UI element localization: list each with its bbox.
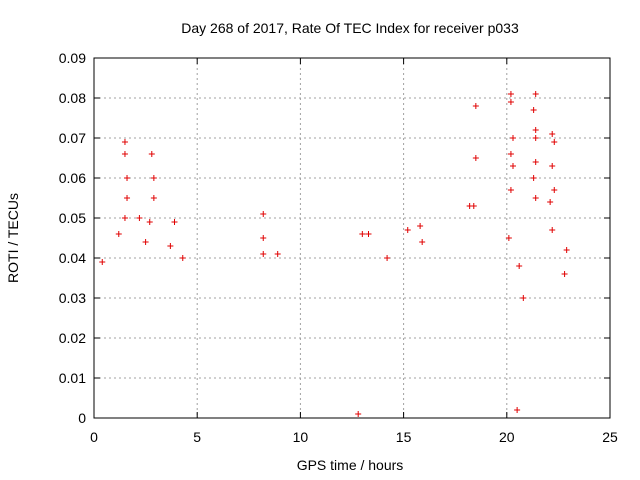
data-point — [384, 255, 391, 261]
x-tick-label: 5 — [193, 429, 201, 445]
data-point — [260, 251, 267, 257]
y-tick-label: 0.08 — [59, 90, 86, 106]
data-point — [179, 255, 186, 261]
data-point — [530, 107, 537, 113]
data-point — [260, 211, 267, 217]
data-point — [507, 187, 514, 193]
chart-title: Day 268 of 2017, Rate Of TEC Index for r… — [181, 20, 519, 36]
y-axis-label: ROTI / TECUs — [5, 193, 21, 283]
data-point — [507, 91, 514, 97]
x-tick-label: 15 — [396, 429, 412, 445]
data-point — [419, 239, 426, 245]
data-point — [516, 263, 523, 269]
data-point — [124, 175, 131, 181]
data-point — [150, 175, 157, 181]
data-point — [417, 223, 424, 229]
data-point — [150, 195, 157, 201]
data-point — [507, 151, 514, 157]
y-tick-label: 0.07 — [59, 130, 86, 146]
data-point — [532, 159, 539, 165]
data-point — [121, 151, 128, 157]
data-point — [549, 131, 556, 137]
data-point — [507, 99, 514, 105]
data-point — [136, 215, 143, 221]
data-point — [514, 407, 521, 413]
y-tick-label: 0 — [78, 410, 86, 426]
data-point — [532, 91, 539, 97]
data-point — [99, 259, 106, 265]
data-point — [171, 219, 178, 225]
y-tick-labels: 0 0.01 0.02 0.03 0.04 0.05 0.06 0.07 0.08 0.09 — [59, 50, 86, 426]
data-point — [359, 231, 366, 237]
x-tick-label: 20 — [499, 429, 515, 445]
data-point — [470, 203, 477, 209]
y-tick-label: 0.01 — [59, 370, 86, 386]
data-point — [509, 135, 516, 141]
data-point — [121, 215, 128, 221]
data-point — [115, 231, 122, 237]
x-tick-label: 10 — [293, 429, 309, 445]
y-tick-label: 0.03 — [59, 290, 86, 306]
data-point — [532, 195, 539, 201]
x-tick-label: 0 — [90, 429, 98, 445]
y-tick-label: 0.05 — [59, 210, 86, 226]
axis-ticks — [93, 57, 611, 419]
data-point — [549, 227, 556, 233]
data-point — [274, 251, 281, 257]
grid-lines — [94, 58, 610, 418]
data-point — [509, 163, 516, 169]
y-tick-label: 0.09 — [59, 50, 86, 66]
x-axis-label: GPS time / hours — [297, 457, 404, 473]
data-point — [530, 175, 537, 181]
data-point — [167, 243, 174, 249]
data-point — [472, 155, 479, 161]
data-point — [561, 271, 568, 277]
data-point — [142, 239, 149, 245]
data-point — [549, 163, 556, 169]
data-point — [148, 151, 155, 157]
data-point — [472, 103, 479, 109]
data-point — [260, 235, 267, 241]
x-tick-label: 25 — [602, 429, 618, 445]
y-tick-label: 0.06 — [59, 170, 86, 186]
data-point — [404, 227, 411, 233]
y-tick-label: 0.04 — [59, 250, 86, 266]
data-point — [146, 219, 153, 225]
plot-frame — [93, 57, 611, 419]
data-points — [99, 91, 570, 417]
y-tick-label: 0.02 — [59, 330, 86, 346]
data-point — [520, 295, 527, 301]
data-point — [355, 411, 362, 417]
data-point — [124, 195, 131, 201]
data-point — [551, 139, 558, 145]
data-point — [547, 199, 554, 205]
data-point — [563, 247, 570, 253]
x-tick-labels: 0 5 10 15 20 25 — [90, 429, 618, 445]
data-point — [365, 231, 372, 237]
data-point — [121, 139, 128, 145]
data-point — [505, 235, 512, 241]
data-point — [532, 135, 539, 141]
data-point — [532, 127, 539, 133]
data-point — [551, 187, 558, 193]
